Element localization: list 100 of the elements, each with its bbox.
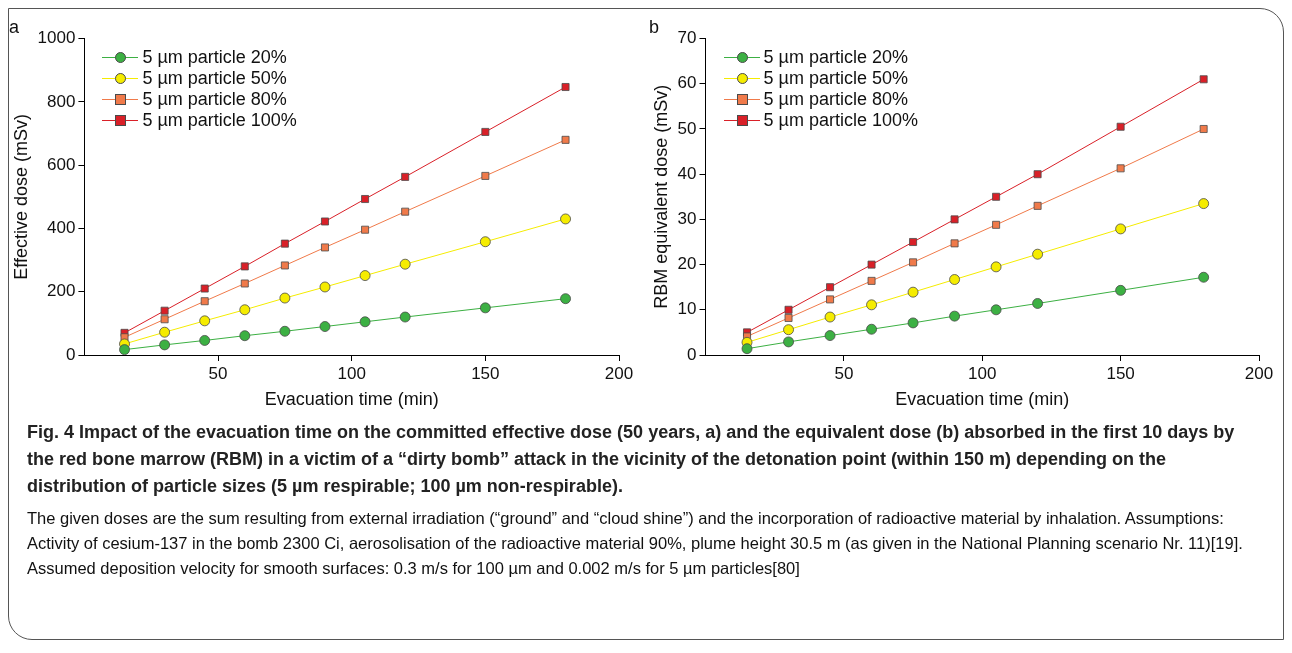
y-tick-label: 10 [677,299,697,319]
point [783,324,794,336]
point [159,326,171,338]
point [200,284,209,293]
point [200,297,209,306]
point [279,292,291,304]
point [950,239,959,248]
point [280,261,289,270]
point [784,305,793,314]
point [1115,223,1127,235]
point [1116,122,1125,131]
y-tick-label: 600 [47,154,76,174]
point [479,302,491,314]
point [239,304,251,316]
point [321,217,329,226]
y-axis-title: RBM equivalent dose (mSv) [650,84,671,309]
y-tick-label: 400 [47,218,76,238]
y-tick-label: 200 [47,281,76,301]
text: Fig. 4 Impact of the evacuation time on the committed effective dose (50 years, a) and the equivalent dose (b) absorbed in the first 10 days by the red bone marrow (RBM) in a victim of a “dirty bomb” attack in the vicinity of the detonation point (within 150 m) depending on the distribution of particle sizes (5 µm respirable; 100 µm non-respirable). [27,421,1236,498]
point [866,323,877,335]
y-tick-label: 800 [47,91,76,111]
point [1199,125,1208,133]
point [399,258,411,270]
y-tick-label: 20 [677,254,697,274]
point [949,310,960,322]
point [199,335,211,346]
point [990,304,1002,316]
legend-label: 5 µm particle 20% [142,46,287,68]
point [560,293,571,305]
point [561,83,570,91]
point [824,311,836,323]
x-tick-label: 50 [834,363,854,383]
point [867,276,876,285]
y-tick-label: 0 [65,344,76,364]
legend-label: 5 µm particle 50% [142,67,287,89]
point [1032,298,1043,309]
x-tick-label: 200 [1244,363,1274,383]
point [401,207,410,216]
point [319,281,331,293]
point [359,316,371,328]
point [399,311,411,323]
point [119,344,130,355]
x-axis-title: Evacuation time (min) [264,389,439,410]
x-tick-label: 200 [604,363,634,383]
point [990,261,1002,273]
chart-title: b [649,16,660,37]
point [240,262,249,271]
point [199,315,211,327]
point [992,192,1001,201]
legend-label: 5 µm particle 20% [763,46,908,68]
point [240,279,249,288]
point [949,274,960,285]
point [239,330,251,342]
x-tick-label: 150 [1106,363,1135,383]
point [361,195,370,203]
point [907,317,919,329]
text: The given doses are the sum resulting from external irradiation (“ground” and “cloud shine”) and the incorporation of radioactive material by inhalation. Assumptions: Activity of cesium-137 in the bomb 2300 Ci, aerosolisation of the radioactive material 90%, plume height 30.5 m (as given in the National Planning scenario Nr. 11)[19]. Assumed deposition velocity for smooth surfaces: 0.3 m/s for 100 µm and 0.002 m/s for 5 µm particles[80] [27,508,1244,579]
x-axis-title: Evacuation time (min) [895,389,1070,410]
point [824,330,836,341]
point [1033,170,1042,179]
y-tick-label: 70 [677,28,697,48]
point [783,336,794,348]
x-tick-label: 50 [208,363,228,383]
point [561,135,570,144]
point [319,321,331,332]
point [867,260,876,269]
point [359,270,371,281]
legend-label: 5 µm particle 50% [763,67,908,89]
point [907,286,919,298]
point [909,258,917,267]
point [741,343,753,355]
point [401,172,410,181]
point [160,315,169,324]
point [1199,75,1208,84]
point [866,299,877,311]
legend-label: 5 µm particle 100% [763,109,918,131]
y-axis-title: Effective dose (mSv) [10,113,31,280]
point [321,243,329,252]
point [1115,284,1127,296]
point [159,339,171,351]
point [481,128,490,136]
x-tick-label: 150 [471,363,500,383]
point [560,213,571,225]
point [992,220,1001,229]
legend-label: 5 µm particle 80% [763,88,908,110]
x-tick-label: 100 [337,363,366,383]
point [361,225,370,234]
point [1032,248,1043,260]
point [481,171,490,180]
y-tick-label: 50 [677,118,697,138]
point [784,314,793,322]
y-tick-label: 0 [687,344,697,364]
y-tick-label: 40 [677,163,697,183]
point [826,295,834,304]
point [479,236,491,248]
legend-label: 5 µm particle 100% [142,109,297,131]
point [1198,271,1210,283]
point [950,215,959,224]
point [1116,164,1125,173]
legend-label: 5 µm particle 80% [142,88,287,110]
